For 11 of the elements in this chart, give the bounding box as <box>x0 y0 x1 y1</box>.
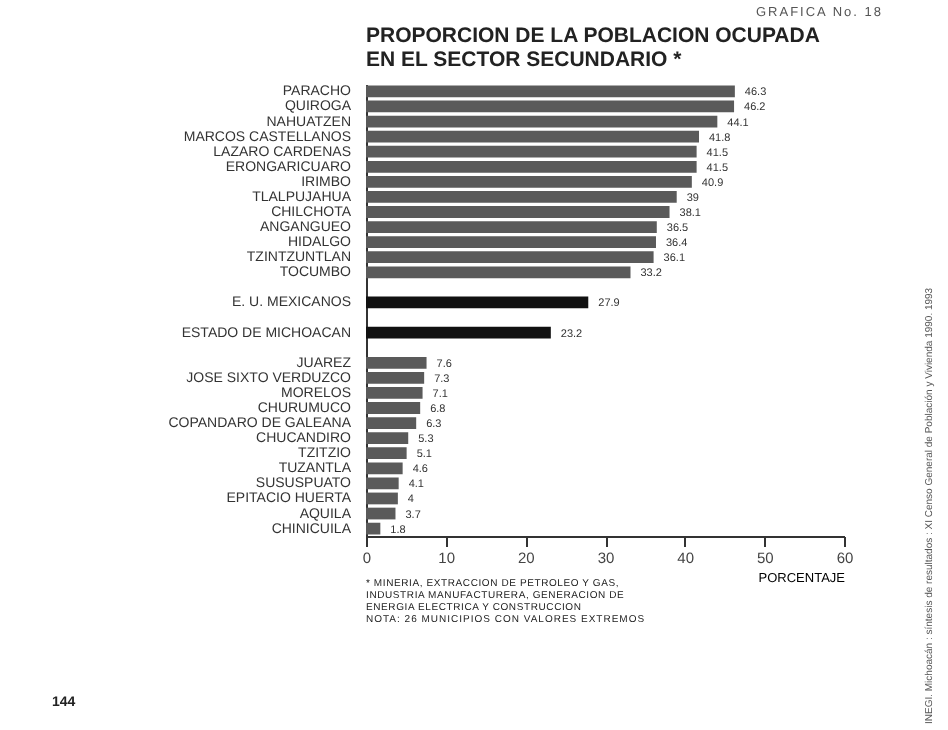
bar <box>366 115 718 128</box>
bar <box>366 100 735 113</box>
bar <box>366 522 381 535</box>
bar <box>366 85 735 98</box>
bar <box>366 296 589 309</box>
chart-title: PROPORCION DE LA POBLACION OCUPADA EN EL SECTOR SECUNDARIO * <box>366 24 822 72</box>
bar <box>366 326 551 339</box>
bar <box>366 130 700 143</box>
bar <box>366 507 396 520</box>
bar <box>366 477 399 490</box>
bar <box>366 492 398 505</box>
